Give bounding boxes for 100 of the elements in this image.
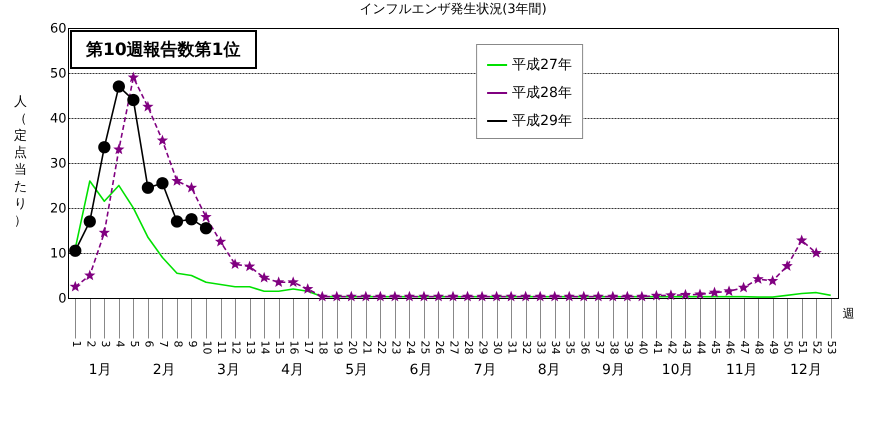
point: [810, 247, 822, 258]
x-tick-label: 45: [709, 340, 722, 354]
legend-label: 平成27年: [512, 57, 572, 73]
point: [302, 283, 314, 294]
x-tick-label: 31: [506, 340, 519, 354]
legend-label: 平成28年: [512, 85, 572, 101]
y-tick-label: 60: [50, 22, 66, 36]
x-tick-label: 1: [70, 340, 83, 348]
x-tick-label: 4: [113, 340, 126, 348]
point: [505, 290, 517, 302]
text: 10月: [662, 362, 694, 378]
x-tick-label: 11: [215, 340, 228, 354]
x-tick-label: 42: [665, 340, 678, 354]
x-tick-label: 48: [752, 340, 766, 354]
x-tick-label: 41: [650, 340, 664, 354]
x-tick-label: 19: [331, 340, 344, 354]
note-box: 第10週報告数第1位: [70, 30, 256, 69]
point: [128, 72, 140, 82]
x-tick-label: 35: [564, 340, 577, 354]
y-tick-label: 50: [50, 66, 66, 82]
x-tick-label: 29: [476, 340, 490, 354]
point: [346, 290, 357, 302]
x-tick-label: 13: [244, 340, 258, 354]
text: 8月: [538, 362, 561, 378]
point: [404, 290, 416, 302]
point: [156, 134, 168, 146]
y-axis-title: 人（定点当たり）: [14, 94, 27, 228]
point: [142, 100, 154, 112]
point: [113, 144, 124, 154]
point: [796, 234, 808, 246]
point: [752, 273, 764, 284]
point: [316, 290, 328, 302]
x-tick-label: 46: [724, 340, 737, 354]
x-tick-label: 50: [782, 340, 795, 354]
x-tick-label: 37: [592, 340, 606, 354]
point: [98, 226, 110, 238]
x-tick-label: 40: [636, 340, 650, 354]
x-tick-label: 28: [462, 340, 476, 354]
point: [127, 94, 140, 106]
point: [490, 290, 502, 302]
text: 3月: [216, 362, 240, 378]
x-tick-label: 20: [346, 340, 359, 354]
x-tick-label: 10: [200, 340, 214, 354]
x-tick-label: 39: [622, 340, 635, 354]
text: 1月: [88, 362, 112, 378]
y-tick-label: 30: [50, 156, 66, 172]
x-tick-label: 5: [128, 340, 141, 348]
x-tick-label: 33: [534, 340, 548, 354]
point: [462, 290, 474, 302]
x-tick-label: 36: [578, 340, 592, 354]
point: [636, 290, 648, 302]
point: [185, 213, 198, 226]
chart-title: インフルエンザ発生状況(3年間): [359, 2, 547, 17]
point: [70, 280, 81, 292]
x-tick-label: 2: [84, 340, 98, 348]
x-tick-label: 53: [825, 340, 838, 354]
x-tick-label: 15: [273, 340, 286, 354]
text: 11月: [726, 362, 758, 378]
x-tick-label: 27: [448, 340, 460, 354]
point: [171, 175, 183, 186]
point: [84, 215, 96, 228]
point: [374, 290, 386, 302]
x-tick-label: 22: [374, 340, 388, 354]
point: [665, 289, 677, 300]
x-tick-label: 16: [288, 340, 301, 354]
point: [782, 260, 793, 271]
point: [578, 290, 590, 302]
point: [650, 290, 662, 301]
y-tick-label: 20: [50, 202, 66, 216]
legend-label: 平成29年: [512, 113, 572, 129]
x-tick-label: 17: [302, 340, 316, 354]
x-tick-label: 23: [389, 340, 402, 354]
text: 12月: [790, 362, 822, 378]
point: [708, 286, 720, 298]
point: [360, 290, 372, 302]
x-tick-label: 12: [230, 340, 243, 354]
point: [69, 244, 82, 257]
point: [534, 290, 546, 302]
point: [622, 290, 633, 302]
point: [170, 215, 184, 228]
x-tick-label: 7: [156, 340, 170, 348]
point: [564, 290, 575, 302]
point: [447, 290, 459, 302]
point: [273, 276, 284, 288]
x-tick-label: 9: [186, 340, 199, 348]
point: [186, 182, 198, 193]
x-tick-label: 30: [491, 340, 504, 354]
x-tick-label: 26: [432, 340, 446, 354]
point: [331, 290, 342, 302]
point: [738, 282, 750, 292]
text: 2月: [152, 362, 176, 378]
x-tick-label: 34: [549, 340, 562, 354]
point: [112, 80, 125, 93]
point: [766, 274, 778, 286]
x-tick-label: 25: [418, 340, 432, 354]
x-tick-label: 18: [316, 340, 330, 354]
point: [418, 290, 430, 302]
y-tick-label: 40: [50, 112, 66, 126]
point: [432, 290, 444, 302]
x-tick-label: 52: [810, 340, 824, 354]
